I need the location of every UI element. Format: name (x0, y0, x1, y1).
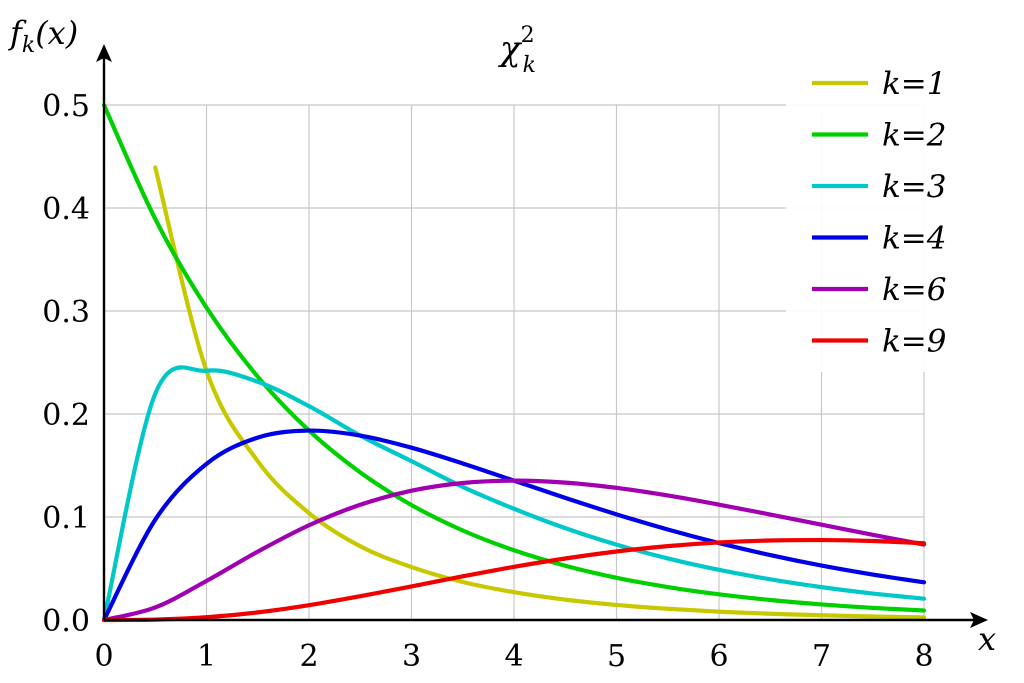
legend-label-k4: k=4 (882, 221, 946, 257)
series-line-k2 (101, 102, 927, 613)
series-line-k4 (101, 428, 927, 623)
y-tick-label: 0.0 (42, 604, 90, 639)
chart-title-superscript: 2 (521, 23, 535, 48)
axes (96, 44, 988, 628)
x-tick-label: 8 (914, 639, 933, 674)
series-lines (101, 102, 927, 623)
legend-background (786, 62, 986, 372)
x-tick-label: 1 (197, 639, 216, 674)
series-line-k3 (101, 365, 927, 623)
series-line-k1 (153, 165, 927, 620)
x-tick-label: 6 (709, 639, 728, 674)
x-tick-label: 3 (402, 639, 421, 674)
x-tick-label: 5 (607, 639, 626, 674)
y-tick-label: 0.1 (42, 501, 90, 536)
x-axis-label: x (978, 620, 996, 658)
y-tick-labels: 0.0 0.1 0.2 0.3 0.4 0.5 (42, 89, 90, 639)
x-axis-arrow (970, 612, 988, 628)
x-tick-labels: 0 1 2 3 4 5 6 7 8 (94, 639, 933, 674)
chart-title: χ2 k (498, 23, 536, 78)
y-axis-arrow (96, 44, 112, 62)
series-line-k6 (101, 478, 927, 623)
y-tick-label: 0.4 (42, 192, 90, 227)
y-axis-label-subscript: k (22, 33, 35, 58)
legend-label-k1: k=1 (882, 66, 946, 102)
x-tick-label: 7 (812, 639, 831, 674)
series-line-k9 (101, 537, 927, 623)
y-tick-label: 0.3 (42, 295, 90, 330)
x-tick-label: 2 (299, 639, 318, 674)
legend-label-k6: k=6 (882, 272, 946, 308)
legend-label-k3: k=3 (882, 169, 946, 205)
legend-label-k9: k=9 (882, 324, 946, 360)
legend: k=1 k=2 k=3 k=4 k=6 k=9 (786, 62, 986, 372)
y-axis-label: fk(x) (8, 14, 78, 58)
y-axis-label-argument: (x) (35, 14, 78, 52)
x-tick-label: 0 (94, 639, 113, 674)
legend-label-k2: k=2 (882, 118, 946, 154)
y-tick-label: 0.2 (42, 398, 90, 433)
x-tick-label: 4 (504, 639, 523, 674)
chart-title-subscript: k (523, 53, 536, 78)
y-tick-label: 0.5 (42, 89, 90, 124)
